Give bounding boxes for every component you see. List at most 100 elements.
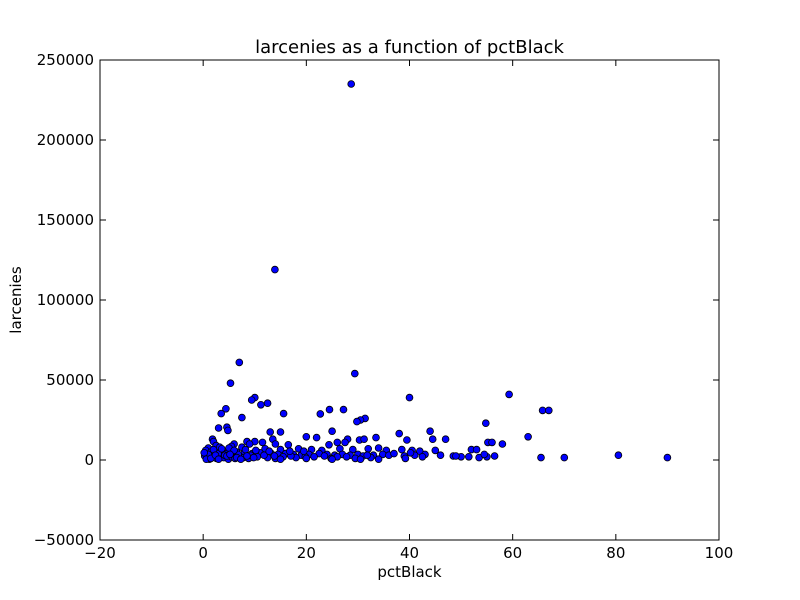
data-point (372, 433, 380, 442)
data-point (426, 427, 434, 436)
data-point (266, 428, 275, 436)
data-point (341, 438, 349, 447)
data-point (276, 455, 285, 464)
data-point (431, 446, 440, 455)
data-point (302, 432, 311, 441)
data-point (247, 396, 256, 404)
data-point (538, 406, 547, 415)
data-point (271, 440, 280, 448)
data-point (260, 451, 268, 460)
data-point (243, 452, 251, 460)
x-tick-label: 0 (198, 544, 208, 562)
data-point (333, 438, 342, 447)
data-point (214, 424, 223, 432)
x-tick-label: −20 (84, 544, 116, 562)
data-point (226, 450, 234, 459)
data-point (490, 452, 499, 460)
data-point (374, 455, 383, 464)
ticks-layer: −20 0 20 40 60 80 100 −50000 0 50000 100000 150000 2… (34, 51, 734, 562)
data-point (271, 265, 279, 274)
data-point (249, 453, 258, 462)
data-point (395, 429, 404, 438)
data-point (374, 444, 383, 452)
data-point (342, 452, 351, 461)
data-point (238, 413, 246, 422)
data-point (235, 358, 244, 367)
data-point (364, 444, 373, 453)
plot-area (100, 60, 719, 540)
x-tick-label: 100 (705, 544, 734, 562)
data-point (320, 452, 329, 460)
data-point (302, 454, 311, 463)
data-point (200, 448, 209, 457)
data-point (347, 80, 356, 88)
data-point (663, 453, 672, 462)
x-tick-label: 20 (297, 544, 316, 562)
x-tick-label: 40 (400, 544, 419, 562)
data-point (452, 452, 460, 460)
data-point (214, 455, 223, 464)
data-point (560, 453, 569, 462)
data-point (245, 440, 254, 448)
data-point (472, 445, 481, 454)
data-point (498, 440, 507, 448)
data-point (441, 435, 450, 444)
data-point (524, 432, 532, 441)
y-tick-label: 250000 (37, 51, 94, 69)
data-point (397, 445, 406, 454)
data-point (488, 438, 496, 447)
data-point (328, 427, 336, 436)
plot-frame (99, 59, 720, 541)
data-point (436, 451, 445, 460)
data-point (328, 455, 336, 464)
y-tick-label: 200000 (37, 131, 94, 149)
data-point (428, 435, 437, 444)
x-tick-label: 80 (606, 544, 625, 562)
points-layer (200, 80, 672, 464)
data-point (252, 446, 260, 455)
data-point (390, 449, 398, 458)
x-axis-label: pctBlack (377, 563, 442, 581)
data-point (360, 435, 368, 444)
data-point (276, 428, 285, 436)
data-point (226, 379, 235, 388)
data-point (480, 450, 489, 459)
data-point (406, 448, 415, 457)
x-tick-label: 60 (503, 544, 522, 562)
data-point (279, 409, 288, 418)
data-point (263, 399, 272, 408)
data-point (356, 455, 365, 464)
data-point (537, 453, 545, 462)
y-axis-label: larcenies (7, 266, 25, 334)
data-point (544, 406, 553, 415)
data-point (237, 455, 245, 464)
data-point (270, 452, 279, 460)
y-tick-label: −50000 (34, 531, 94, 549)
y-tick-label: 50000 (46, 371, 94, 389)
data-point (241, 445, 250, 454)
data-point (284, 440, 293, 449)
data-point (505, 390, 513, 399)
data-point (464, 452, 473, 461)
data-point (403, 436, 411, 444)
data-point (325, 440, 333, 449)
data-point (325, 405, 334, 414)
data-point (224, 426, 232, 435)
data-point (418, 452, 427, 461)
y-tick-label: 0 (84, 451, 94, 469)
data-point (350, 369, 359, 378)
y-tick-label: 100000 (37, 291, 94, 309)
data-point (258, 438, 267, 447)
data-point (257, 400, 265, 409)
data-point (222, 404, 230, 413)
data-point (316, 410, 325, 418)
data-point (285, 447, 294, 456)
data-point (481, 419, 490, 428)
y-tick-label: 150000 (37, 211, 94, 229)
chart-title: larcenies as a function of pctBlack (255, 37, 564, 58)
data-point (265, 447, 274, 456)
data-point (312, 433, 321, 442)
data-point (353, 417, 361, 426)
data-point (310, 452, 318, 461)
data-point (299, 447, 308, 456)
